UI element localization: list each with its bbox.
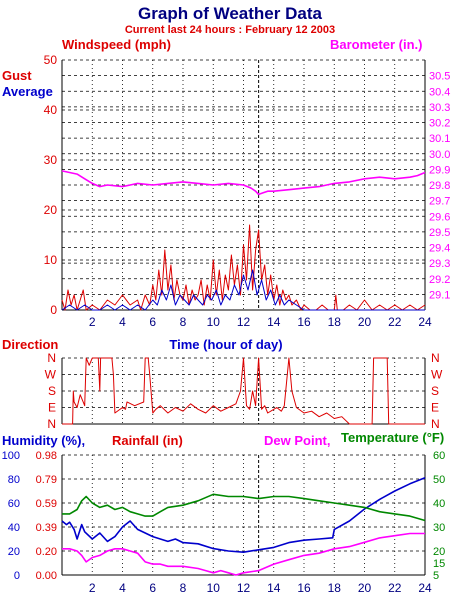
barometer-tick-label: 29.7 [429,196,450,208]
barometer-tick-label: 30.5 [429,71,450,83]
rainfall-tick-label: 0.79 [36,474,57,486]
time-tick-label: 22 [388,315,402,329]
direction-series-line [62,357,425,425]
gust-legend-label: Gust [2,68,32,83]
tick-label-layer: 0102030405029.129.229.329.429.529.629.72… [2,53,451,595]
barometer-series-line [61,170,426,196]
windspeed-axis-title: Windspeed (mph) [62,37,171,52]
direction-tick-label-right: S [431,384,439,398]
rainfall-tick-label: 0.20 [36,546,57,558]
direction-tick-label-right: E [431,401,439,415]
time-tick-label-bottom: 2 [89,581,96,595]
humidity-tick-label: 0 [14,570,20,582]
dew-point-title: Dew Point, [264,433,330,448]
barometer-tick-label: 30.1 [429,133,450,145]
direction-tick-label-left: N [47,417,56,431]
temperature-tick-label: 30 [433,522,445,534]
rainfall-tick-label: 0.59 [36,498,57,510]
time-tick-label-bottom: 14 [267,581,281,595]
windspeed-tick-label: 50 [44,53,58,67]
barometer-tick-label: 29.1 [429,289,450,301]
time-axis-label: Time (hour of day) [169,337,282,352]
time-tick-label-bottom: 16 [297,581,311,595]
direction-title: Direction [2,337,58,352]
windspeed-tick-label: 10 [44,253,58,267]
humidity-series-line [61,477,426,554]
temperature-tick-label: 20 [433,546,445,558]
windspeed-tick-label: 20 [44,203,58,217]
humidity-tick-label: 20 [8,546,20,558]
windspeed-tick-label: 30 [44,153,58,167]
direction-tick-label-right: N [431,351,440,365]
direction-tick-label-right: W [431,368,443,382]
graph-title: Graph of Weather Data [138,4,322,23]
average-series-line [61,269,425,311]
time-tick-label: 16 [297,315,311,329]
windspeed-tick-label: 40 [44,103,58,117]
temperature-tick-label: 5 [433,570,439,582]
time-tick-label-bottom: 20 [358,581,372,595]
barometer-tick-label: 30.0 [429,149,450,161]
barometer-tick-label: 29.5 [429,227,450,239]
direction-tick-label-left: N [47,351,56,365]
direction-tick-label-left: S [48,384,56,398]
graph-subtitle: Current last 24 hours : February 12 2003 [125,24,335,36]
direction-tick-label-left: W [45,368,57,382]
barometer-tick-label: 29.3 [429,258,450,270]
time-tick-label: 12 [237,315,251,329]
temperature-tick-label: 50 [433,474,445,486]
humidity-tick-label: 60 [8,498,20,510]
time-tick-label-bottom: 18 [328,581,342,595]
barometer-tick-label: 29.6 [429,211,450,223]
time-tick-label: 8 [180,315,187,329]
temperature-title: Temperature (°F) [341,430,444,445]
barometer-tick-label: 29.8 [429,180,450,192]
humidity-tick-label: 40 [8,522,20,534]
temperature-series-line [62,493,426,522]
rainfall-tick-label: 0.00 [36,570,57,582]
time-tick-label: 24 [418,315,432,329]
humidity-tick-label: 80 [8,474,20,486]
barometer-tick-label: 30.2 [429,118,450,130]
time-tick-label-bottom: 6 [149,581,156,595]
time-tick-label-bottom: 24 [418,581,432,595]
time-tick-label: 20 [358,315,372,329]
temperature-tick-label: 15 [433,558,445,570]
time-tick-label: 4 [119,315,126,329]
windspeed-tick-label: 0 [50,303,57,317]
humidity-tick-label: 100 [2,450,20,462]
barometer-tick-label: 30.3 [429,102,450,114]
humidity-title: Humidity (%), [2,433,85,448]
barometer-tick-label: 29.9 [429,164,450,176]
barometer-axis-title: Barometer (in.) [330,37,422,52]
time-tick-label: 2 [89,315,96,329]
time-tick-label-bottom: 22 [388,581,402,595]
time-tick-label: 10 [207,315,221,329]
temperature-tick-label: 60 [433,450,445,462]
time-tick-label-bottom: 10 [207,581,221,595]
time-tick-label-bottom: 4 [119,581,126,595]
rainfall-title: Rainfall (in) [112,433,183,448]
time-tick-label-bottom: 12 [237,581,251,595]
barometer-tick-label: 29.4 [429,243,450,255]
rainfall-tick-label: 0.39 [36,522,57,534]
barometer-tick-label: 30.4 [429,86,450,98]
barometer-tick-label: 29.2 [429,274,450,286]
direction-tick-label-left: E [48,401,56,415]
time-tick-label: 14 [267,315,281,329]
series-layer [61,170,426,576]
time-tick-label: 6 [149,315,156,329]
rainfall-tick-label: 0.98 [36,450,57,462]
dew-point-series-line [62,532,425,576]
direction-tick-label-right: N [431,417,440,431]
gust-series-line [61,224,426,311]
time-tick-label-bottom: 8 [180,581,187,595]
time-tick-label: 18 [328,315,342,329]
average-legend-label: Average [2,84,53,99]
temperature-tick-label: 40 [433,498,445,510]
